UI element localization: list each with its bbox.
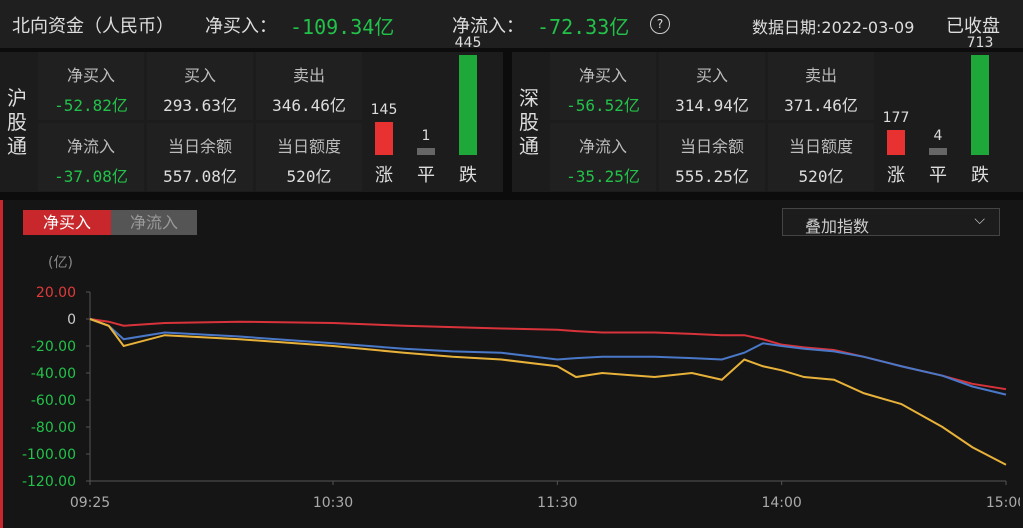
title: 北向资金（人民币） [12, 16, 174, 37]
stat-label: 净流入 [66, 137, 115, 156]
count-value: 177 [882, 110, 910, 127]
stat-label: 当日额度 [276, 137, 341, 156]
y-tick-label: -100.00 [22, 447, 76, 463]
stat-cell: 卖出 371.46亿 [768, 52, 874, 120]
x-tick-label: 14:00 [761, 495, 801, 511]
count-label: 跌 [971, 165, 989, 186]
stat-cell: 净买入 -52.82亿 [38, 52, 144, 120]
count-value: 145 [370, 102, 398, 119]
stat-value: -52.82亿 [54, 96, 128, 115]
count-bar [417, 148, 435, 155]
stat-cell: 净流入 -35.25亿 [550, 123, 656, 191]
stat-value: 371.46亿 [784, 96, 858, 115]
stat-label: 净流入 [578, 137, 627, 156]
stat-value: 314.94亿 [675, 96, 749, 115]
stat-label: 卖出 [292, 66, 325, 85]
y-tick-label: 20.00 [36, 285, 76, 301]
stat-value: 520亿 [798, 167, 844, 186]
stat-label: 当日余额 [167, 137, 232, 156]
y-tick-label: 0 [67, 312, 76, 328]
date: 数据日期:2022-03-09 [752, 18, 915, 37]
panel: 深股通 净买入 -56.52亿 买入 314.94亿 卖出 371.46亿净流入 -35.25… [512, 35, 1023, 192]
count-value: 1 [421, 128, 431, 144]
stat-cell: 净买入 -56.52亿 [550, 52, 656, 120]
header: 北向资金（人民币） 净买入： -109.34亿 净流入： -72.33亿 ? 数… [0, 0, 1023, 48]
value: -72.33亿 [537, 15, 630, 39]
tab[interactable]: 净买入 [23, 210, 111, 235]
stat-value: 346.46亿 [272, 96, 346, 115]
count-label: 涨 [887, 165, 905, 186]
chart: (亿) 20.00 0 -20.00 -40.00 -60.00 -80.00 -100.0… [22, 255, 1020, 511]
stat-label: 当日余额 [679, 137, 744, 156]
stat-label: 当日额度 [788, 137, 853, 156]
stat-label: 卖出 [804, 66, 837, 85]
stat-cell: 当日额度 520亿 [256, 123, 362, 191]
x-tick-label: 10:30 [313, 495, 353, 511]
stat-cell: 当日余额 555.25亿 [659, 123, 765, 191]
x-tick-label: 11:30 [537, 495, 577, 511]
stat-cell: 卖出 346.46亿 [256, 52, 362, 120]
stat-value: 555.25亿 [675, 167, 749, 186]
status: 已收盘 [946, 16, 1000, 37]
count-value: 4 [933, 128, 943, 144]
chart-area: 净买入 净流入 叠加指数 ⌵ (亿) 20.00 0 -20.00 -40.00 -60… [0, 200, 1023, 528]
stat-value: -56.52亿 [566, 96, 640, 115]
y-tick-label: -120.00 [22, 474, 76, 490]
stat-label: 买入 [695, 66, 728, 85]
chevron: ⌵ [974, 212, 985, 228]
count-value: 713 [966, 35, 994, 51]
count-label: 涨 [375, 165, 393, 186]
stat-value: -37.08亿 [54, 167, 128, 186]
stat-cell: 当日余额 557.08亿 [147, 123, 253, 191]
count-label: 跌 [459, 165, 477, 186]
panel: 沪股通 净买入 -52.82亿 买入 293.63亿 卖出 346.46亿净流入 -37.08… [0, 35, 503, 192]
help-icon[interactable]: ? [650, 14, 670, 34]
count-label: 平 [929, 165, 947, 186]
panel-name: 深股通 [519, 86, 539, 158]
count-label: 平 [417, 165, 435, 186]
dropdown-label: 叠加指数 [805, 217, 870, 236]
y-tick-label: -60.00 [31, 393, 76, 409]
x-tick-label: 09:25 [70, 495, 110, 511]
stat-value: 557.08亿 [163, 167, 237, 186]
stat-label: 净买入 [578, 66, 627, 85]
line [89, 318, 1007, 466]
stat-cell: 当日额度 520亿 [768, 123, 874, 191]
count-bar [375, 122, 393, 155]
label: 净买入： [205, 16, 277, 37]
panel-name: 沪股通 [7, 86, 27, 158]
dropdown[interactable]: 叠加指数 ⌵ [782, 208, 1000, 236]
stat-label: 买入 [183, 66, 216, 85]
stat-value: 520亿 [286, 167, 332, 186]
tab[interactable]: 净流入 [111, 210, 197, 235]
stat-value: -35.25亿 [566, 167, 640, 186]
line [89, 318, 1007, 396]
count-bar [459, 55, 477, 155]
stat-cell: 净流入 -37.08亿 [38, 123, 144, 191]
y-axis-label: (亿) [48, 255, 73, 271]
count-bar [971, 55, 989, 155]
y-tick-label: -40.00 [31, 366, 76, 382]
y-tick-label: -20.00 [31, 339, 76, 355]
count-bar [929, 148, 947, 155]
count-bar [887, 130, 905, 155]
x-tick-label: 15:00 [986, 495, 1020, 511]
count-value: 445 [454, 35, 482, 51]
y-tick-label: -80.00 [31, 420, 76, 436]
stat-cell: 买入 293.63亿 [147, 52, 253, 120]
stat-cell: 买入 314.94亿 [659, 52, 765, 120]
value: -109.34亿 [290, 15, 395, 39]
stat-value: 293.63亿 [163, 96, 237, 115]
stat-label: 净买入 [66, 66, 115, 85]
line [89, 318, 1007, 391]
label: 净流入： [452, 16, 524, 37]
